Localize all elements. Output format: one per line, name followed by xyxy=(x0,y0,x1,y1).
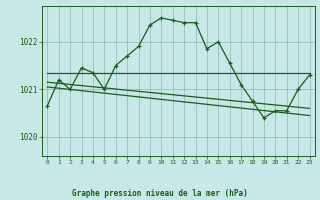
Text: Graphe pression niveau de la mer (hPa): Graphe pression niveau de la mer (hPa) xyxy=(72,189,248,198)
